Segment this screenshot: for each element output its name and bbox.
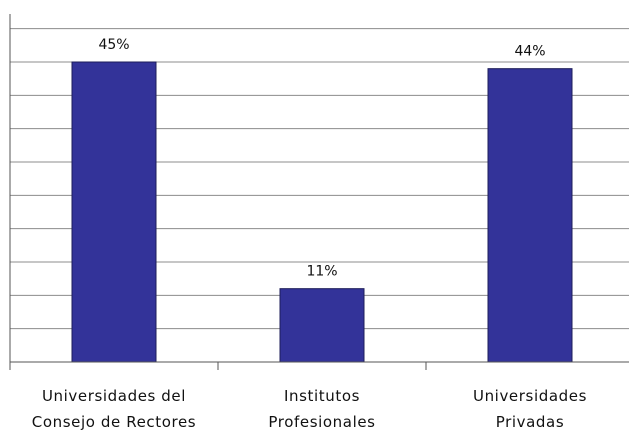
bar	[279, 288, 365, 363]
data-label: 11%	[306, 264, 337, 280]
bar	[71, 61, 157, 363]
data-label: 44%	[514, 44, 545, 60]
bars	[71, 61, 573, 363]
category-label: Universidades del	[42, 387, 186, 405]
category-labels: Universidades del Consejo de Rectores Inst…	[32, 387, 587, 431]
category-label: Consejo de Rectores	[32, 413, 196, 431]
category-label: Privadas	[496, 413, 565, 431]
data-label: 45%	[98, 37, 129, 53]
category-label: Institutos	[284, 387, 360, 405]
category-label: Profesionales	[268, 413, 375, 431]
data-labels: 45% 11% 44%	[98, 37, 545, 280]
bar	[487, 68, 573, 363]
category-label: Universidades	[473, 387, 587, 405]
x-axis-ticks	[9, 362, 427, 370]
